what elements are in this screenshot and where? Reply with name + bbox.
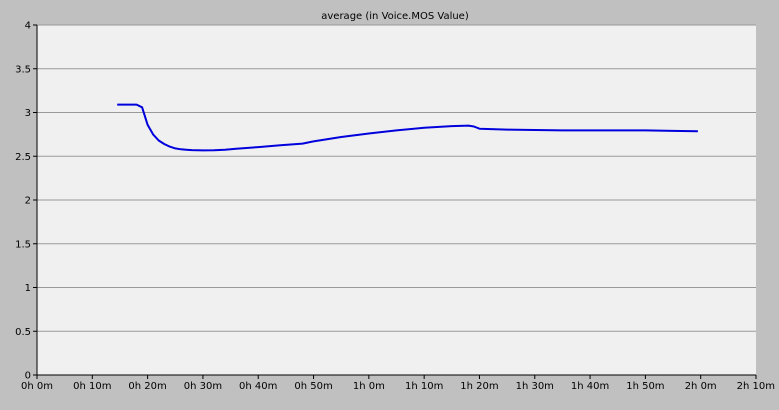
y-axis: 0 0.5 1 1.5 2 2.5 3 3.5 4 [15, 21, 37, 382]
series-line [117, 103, 698, 152]
x-tick-label: 0h 40m [239, 381, 277, 392]
y-tick-label: 1.5 [15, 239, 31, 250]
x-tick-label: 1h 30m [516, 381, 554, 392]
x-tick-label: 0h 30m [184, 381, 222, 392]
x-tick-label: 1h 10m [405, 381, 443, 392]
x-tick-label: 2h 0m [685, 381, 717, 392]
y-tick-label: 2 [25, 196, 31, 207]
x-tick-label: 1h 40m [571, 381, 609, 392]
x-tick-label: 0h 20m [128, 381, 166, 392]
y-tick-label: 1 [25, 283, 31, 294]
x-axis: 0h 0m 0h 10m 0h 20m 0h 30m 0h 40m 0h 50m 1h 0m… [21, 375, 775, 392]
x-tick-label: 0h 10m [73, 381, 111, 392]
chart-title: average (in Voice.MOS Value) [321, 11, 469, 22]
y-tick-label: 2.5 [15, 152, 31, 163]
x-tick-label: 2h 10m [737, 381, 775, 392]
y-tick-label: 0.5 [15, 327, 31, 338]
x-tick-label: 1h 0m [353, 381, 385, 392]
x-tick-label: 0h 50m [294, 381, 332, 392]
y-tick-label: 4 [25, 21, 31, 32]
y-tick-label: 3.5 [15, 64, 31, 75]
y-tick-label: 0 [25, 371, 31, 382]
series-layer [117, 103, 698, 152]
x-tick-label: 0h 0m [21, 381, 53, 392]
x-tick-label: 1h 20m [460, 381, 498, 392]
x-tick-label: 1h 50m [626, 381, 664, 392]
y-tick-label: 3 [25, 108, 31, 119]
grid-lines [37, 24, 756, 332]
